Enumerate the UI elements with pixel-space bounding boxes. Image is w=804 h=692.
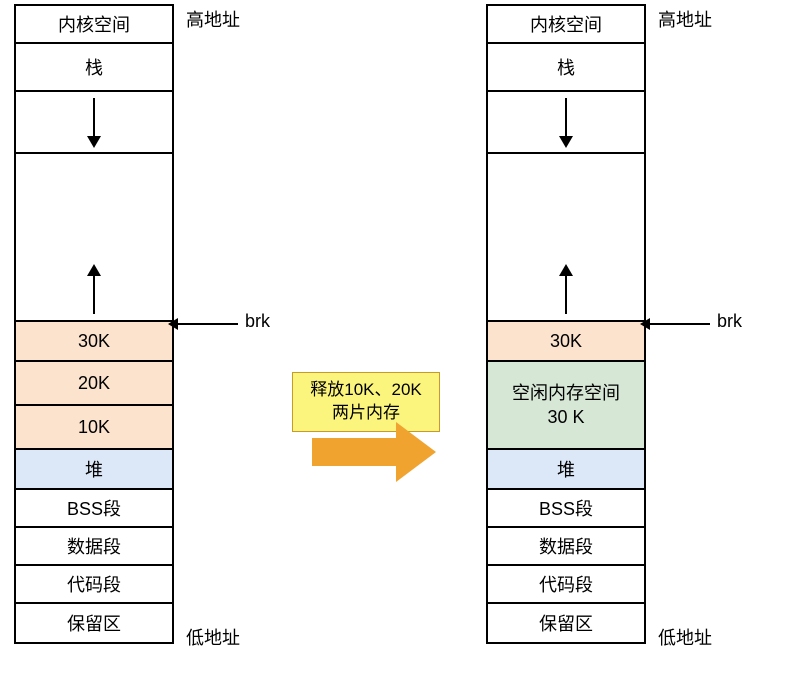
right-memory-stack-cell-1: 栈: [488, 44, 644, 92]
left-memory-stack-cell-4: [16, 260, 172, 322]
left-memory-stack: 内核空间栈 30K20K10K堆BSS段数据段代码段保留区: [14, 4, 174, 644]
addr-label-1: 低地址: [186, 624, 240, 650]
brk-arrow-1: [650, 323, 710, 325]
addr-label-0: 高地址: [186, 6, 240, 32]
left-memory-stack-cell-10: 数据段: [16, 528, 172, 566]
left-memory-stack-cell-0: 内核空间: [16, 6, 172, 44]
addr-label-3: 低地址: [658, 624, 712, 650]
left-memory-stack-cell-9: BSS段: [16, 490, 172, 528]
right-memory-stack-cell-10: 代码段: [488, 566, 644, 604]
right-memory-stack-cell-0: 内核空间: [488, 6, 644, 44]
left-memory-stack-cell-3: [16, 154, 172, 260]
left-memory-stack-cell-6: 20K: [16, 362, 172, 406]
right-memory-stack-cell-6: 空闲内存空间30 K: [488, 362, 644, 450]
right-memory-stack: 内核空间栈 30K空闲内存空间30 K堆BSS段数据段代码段保留区: [486, 4, 646, 644]
transition-arrow-head-icon: [396, 422, 436, 482]
left-memory-stack-cell-7: 10K: [16, 406, 172, 450]
right-memory-stack-cell-3: [488, 154, 644, 260]
left-memory-stack-cell-8: 堆: [16, 450, 172, 490]
addr-label-2: 高地址: [658, 6, 712, 32]
brk-label-0: brk: [245, 311, 270, 332]
right-memory-stack-cell-5: 30K: [488, 322, 644, 362]
transition-arrow-icon: [312, 438, 396, 466]
left-memory-stack-cell-1: 栈: [16, 44, 172, 92]
left-memory-stack-cell-5: 30K: [16, 322, 172, 362]
right-memory-stack-cell-2: [488, 92, 644, 154]
right-memory-stack-cell-8: BSS段: [488, 490, 644, 528]
brk-arrow-0: [178, 323, 238, 325]
right-memory-stack-cell-4: [488, 260, 644, 322]
left-memory-stack-cell-2: [16, 92, 172, 154]
brk-label-1: brk: [717, 311, 742, 332]
right-memory-stack-cell-11: 保留区: [488, 604, 644, 642]
right-memory-stack-cell-7: 堆: [488, 450, 644, 490]
left-memory-stack-cell-11: 代码段: [16, 566, 172, 604]
right-memory-stack-cell-9: 数据段: [488, 528, 644, 566]
left-memory-stack-cell-12: 保留区: [16, 604, 172, 642]
